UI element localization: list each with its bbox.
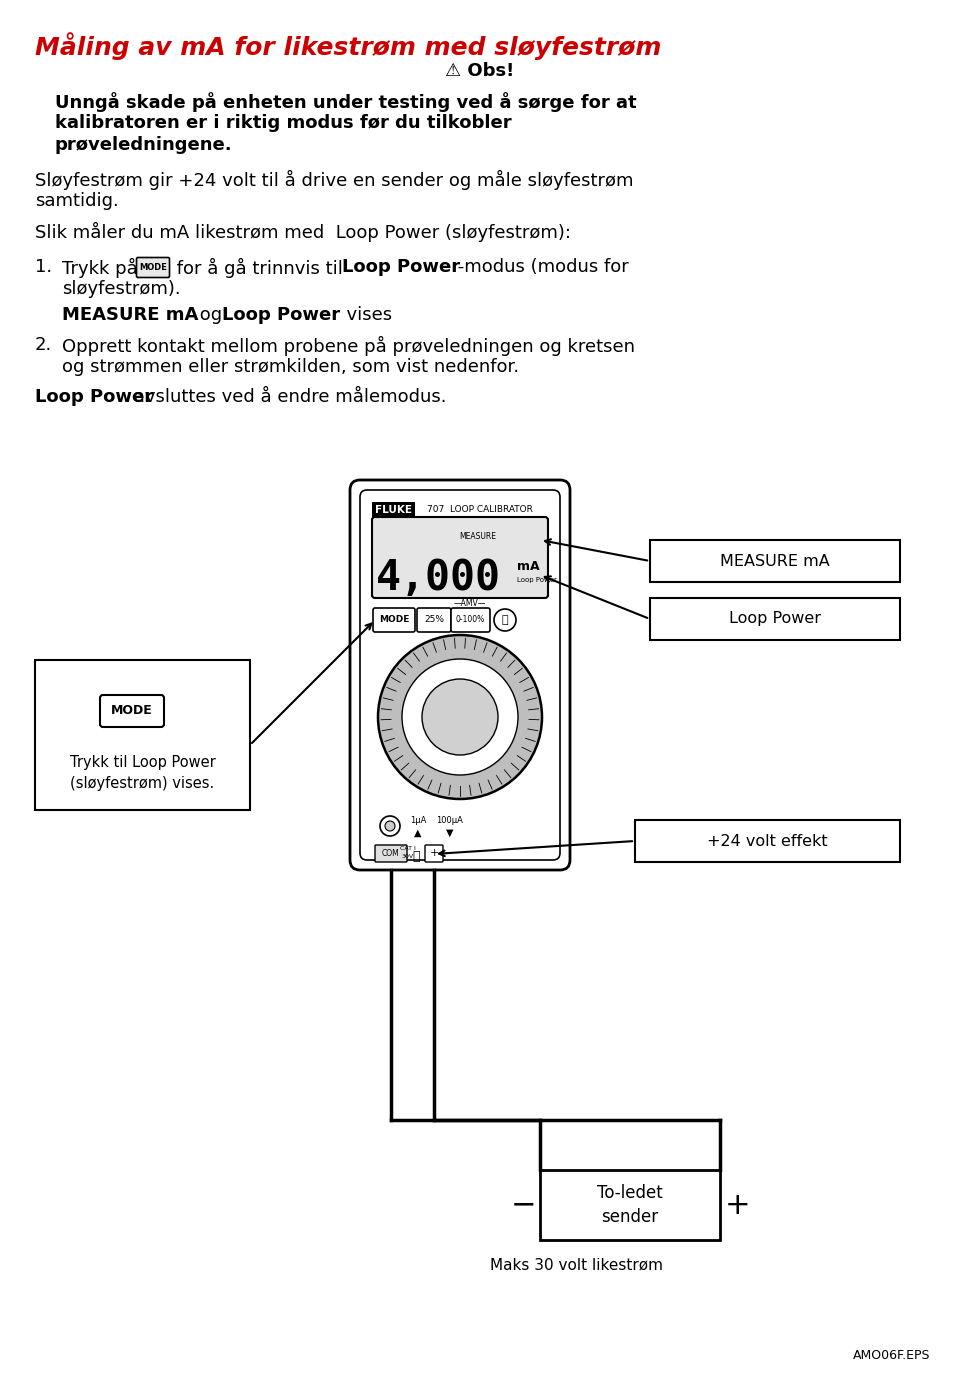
Bar — [635, 819, 900, 862]
Bar — [650, 598, 900, 640]
Text: Unngå skade på enheten under testing ved å sørge for at: Unngå skade på enheten under testing ved… — [55, 92, 636, 112]
Circle shape — [422, 679, 498, 755]
Text: avsluttes ved å endre målemodus.: avsluttes ved å endre målemodus. — [128, 388, 446, 406]
Text: for å gå trinnvis til: for å gå trinnvis til — [171, 257, 348, 278]
Text: MEASURE mA: MEASURE mA — [62, 306, 199, 324]
Circle shape — [380, 817, 400, 836]
Text: Slik måler du mA likestrøm med  Loop Power (sløyfestrøm):: Slik måler du mA likestrøm med Loop Powe… — [35, 222, 571, 242]
Text: Loop Power: Loop Power — [517, 577, 557, 582]
Circle shape — [378, 635, 542, 799]
Text: 1.: 1. — [35, 257, 52, 275]
Text: samtidig.: samtidig. — [35, 191, 119, 211]
Text: ⏻: ⏻ — [502, 616, 508, 625]
Text: mA: mA — [517, 559, 540, 573]
Text: Trykk til Loop Power
(sløyfestrøm) vises.: Trykk til Loop Power (sløyfestrøm) vises… — [70, 755, 215, 790]
Text: prøveledningene.: prøveledningene. — [55, 136, 232, 154]
Bar — [35, 660, 250, 810]
Text: Loop Power: Loop Power — [222, 306, 340, 324]
FancyBboxPatch shape — [350, 481, 570, 870]
Text: −: − — [512, 1191, 537, 1220]
Text: MEASURE: MEASURE — [460, 532, 496, 541]
Text: 30V: 30V — [402, 854, 414, 859]
Text: 0-100%: 0-100% — [456, 616, 485, 625]
Circle shape — [494, 609, 516, 631]
Text: +: + — [429, 848, 439, 858]
Text: sløyfestrøm).: sløyfestrøm). — [62, 280, 180, 297]
Text: Loop Power: Loop Power — [35, 388, 154, 406]
Text: ⚠ Obs!: ⚠ Obs! — [445, 62, 515, 80]
Text: Loop Power: Loop Power — [342, 257, 460, 275]
FancyBboxPatch shape — [373, 609, 415, 632]
Text: COM: COM — [382, 850, 400, 858]
Text: —AMV—: —AMV— — [454, 599, 486, 607]
Text: 2.: 2. — [35, 336, 52, 354]
Text: Opprett kontakt mellom probene på prøveledningen og kretsen: Opprett kontakt mellom probene på prøvel… — [62, 336, 635, 357]
Text: ▼: ▼ — [446, 828, 454, 839]
Text: 707  LOOP CALIBRATOR: 707 LOOP CALIBRATOR — [427, 505, 533, 515]
Text: CAT I: CAT I — [400, 845, 416, 851]
Circle shape — [402, 660, 518, 775]
Bar — [540, 1170, 720, 1241]
FancyBboxPatch shape — [372, 516, 548, 598]
Text: FLUKE: FLUKE — [375, 505, 412, 515]
Text: og strømmen eller strømkilden, som vist nedenfor.: og strømmen eller strømkilden, som vist … — [62, 358, 519, 376]
FancyBboxPatch shape — [360, 490, 560, 861]
Text: 1μA: 1μA — [410, 817, 426, 825]
Text: vises: vises — [335, 306, 392, 324]
Text: +24 volt effekt: +24 volt effekt — [708, 833, 828, 848]
FancyBboxPatch shape — [417, 609, 451, 632]
Text: MEASURE mA: MEASURE mA — [720, 554, 829, 569]
Bar — [650, 540, 900, 582]
FancyBboxPatch shape — [451, 609, 490, 632]
Text: Måling av mA for likestrøm med sløyfestrøm: Måling av mA for likestrøm med sløyfestr… — [35, 32, 661, 59]
Text: Maks 30 volt likestrøm: Maks 30 volt likestrøm — [490, 1259, 663, 1272]
Text: 100μA: 100μA — [437, 817, 464, 825]
Text: Trykk på: Trykk på — [62, 257, 143, 278]
Circle shape — [385, 821, 395, 830]
Text: -modus (modus for: -modus (modus for — [452, 257, 629, 275]
FancyBboxPatch shape — [100, 695, 164, 727]
Text: MODE: MODE — [111, 705, 153, 717]
Text: ⏚: ⏚ — [412, 850, 420, 862]
FancyBboxPatch shape — [425, 845, 443, 862]
Text: kalibratoren er i riktig modus før du tilkobler: kalibratoren er i riktig modus før du ti… — [55, 114, 512, 132]
Text: +: + — [725, 1191, 751, 1220]
Text: og: og — [194, 306, 228, 324]
Text: MODE: MODE — [139, 263, 167, 273]
FancyBboxPatch shape — [136, 257, 170, 278]
Text: Sløyfestrøm gir +24 volt til å drive en sender og måle sløyfestrøm: Sløyfestrøm gir +24 volt til å drive en … — [35, 169, 634, 190]
Text: 25%: 25% — [424, 616, 444, 625]
Text: Loop Power: Loop Power — [729, 611, 821, 627]
Text: MODE: MODE — [379, 616, 409, 625]
Text: 4,000: 4,000 — [375, 558, 500, 599]
Text: To-ledet
sender: To-ledet sender — [597, 1184, 662, 1226]
FancyBboxPatch shape — [375, 845, 407, 862]
Text: AMO06F.EPS: AMO06F.EPS — [852, 1349, 930, 1362]
Text: ▲: ▲ — [415, 828, 421, 839]
